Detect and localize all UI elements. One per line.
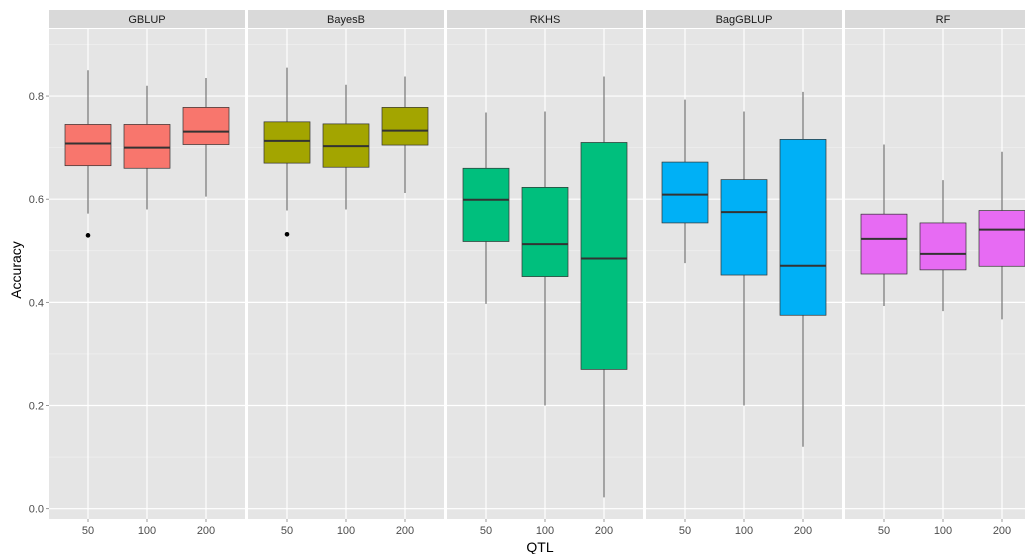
- y-tick-label: 0.4: [29, 297, 44, 309]
- x-tick-label: 200: [993, 525, 1011, 537]
- x-tick-label: 200: [396, 525, 414, 537]
- x-tick-label: 200: [197, 525, 215, 537]
- facet-strip: [845, 10, 1025, 28]
- x-tick-label: 100: [735, 525, 753, 537]
- box-rf-200: [978, 151, 1025, 320]
- box-rf-50: [860, 144, 908, 306]
- box-baggblup-200: [779, 91, 827, 447]
- outlier-point: [85, 233, 91, 238]
- facet-strip: [447, 10, 643, 28]
- x-tick-label: 50: [82, 525, 94, 537]
- box-rkhs-200: [580, 76, 628, 498]
- x-axis-title: QTL: [526, 539, 553, 554]
- box-body: [919, 222, 967, 271]
- box-body: [381, 107, 429, 146]
- facet-strip-label: BayesB: [327, 14, 365, 26]
- panel-gblup: GBLUP 50 100 200: [49, 10, 245, 537]
- facet-strip-label: RF: [936, 14, 951, 26]
- box-gblup-100: [123, 85, 171, 210]
- box-baggblup-100: [720, 111, 768, 406]
- box-rf-100: [919, 180, 967, 312]
- facet-strip-label: BagGBLUP: [716, 14, 773, 26]
- box-body: [978, 210, 1025, 267]
- x-tick-label: 200: [794, 525, 812, 537]
- x-tick-label: 100: [337, 525, 355, 537]
- y-axis: 0.0 0.2 0.4 0.6 0.8: [29, 91, 49, 516]
- y-axis-title: Accuracy: [8, 241, 24, 299]
- box-body: [263, 121, 311, 164]
- facet-strip: [646, 10, 842, 28]
- x-tick-label: 200: [595, 525, 613, 537]
- panel-rkhs: RKHS 50 100 200: [447, 10, 643, 537]
- box-body: [661, 161, 709, 224]
- x-tick-label: 50: [281, 525, 293, 537]
- x-tick-label: 50: [480, 525, 492, 537]
- x-tick-label: 50: [679, 525, 691, 537]
- box-rkhs-100: [521, 111, 569, 406]
- box-baggblup-50: [661, 99, 709, 264]
- box-gblup-50: [64, 70, 112, 238]
- box-rkhs-50: [462, 112, 510, 304]
- panel-rf: RF 50 100 200: [845, 10, 1025, 537]
- box-body: [720, 179, 768, 276]
- box-bayesb-50: [263, 67, 311, 237]
- box-bayesb-100: [322, 84, 370, 210]
- box-body: [860, 213, 908, 275]
- box-bayesb-200: [381, 76, 429, 194]
- panel-baggblup: BagGBLUP 50 100 200: [646, 10, 842, 537]
- box-body: [182, 107, 230, 145]
- facet-strip-label: RKHS: [530, 14, 561, 26]
- outlier-point: [284, 231, 290, 237]
- y-tick-label: 0.8: [29, 91, 44, 103]
- box-body: [580, 142, 628, 370]
- x-tick-label: 100: [536, 525, 554, 537]
- box-body: [123, 124, 171, 169]
- panel-bayesb: BayesB 50 100 200: [248, 10, 444, 537]
- box-body: [779, 139, 827, 316]
- box-body: [521, 186, 569, 277]
- facet-strip: [49, 10, 245, 28]
- x-tick-label: 100: [138, 525, 156, 537]
- facet-strip: [248, 10, 444, 28]
- box-body: [64, 124, 112, 167]
- x-tick-label: 100: [934, 525, 952, 537]
- box-body: [462, 167, 510, 242]
- y-tick-label: 0.6: [29, 194, 44, 206]
- y-tick-label: 0.0: [29, 504, 44, 516]
- x-tick-label: 50: [878, 525, 890, 537]
- box-gblup-200: [182, 78, 230, 197]
- y-tick-label: 0.2: [29, 401, 44, 413]
- facet-strip-label: GBLUP: [128, 14, 165, 26]
